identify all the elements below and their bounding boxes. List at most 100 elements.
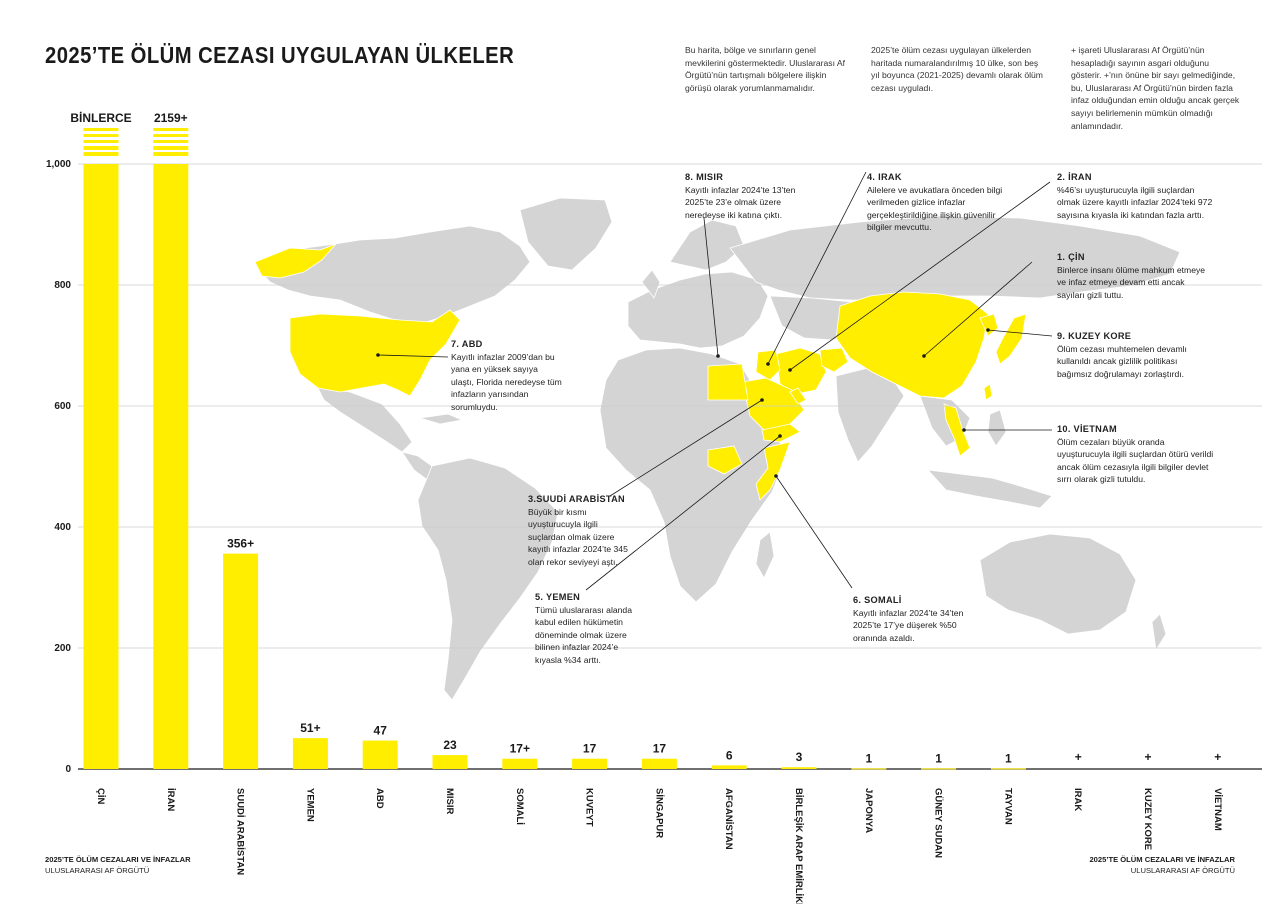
- category-label: SOMALİ: [514, 788, 525, 825]
- category-label: YEMEN: [304, 788, 315, 822]
- map-africa: [599, 347, 787, 603]
- value-label: 3: [796, 750, 803, 764]
- annotation-misir: 8. MISIR Kayıtlı infazlar 2024’te 13’ten…: [685, 171, 805, 221]
- map-disclaimer-note: Bu harita, bölge ve sınırların genel mev…: [685, 45, 845, 93]
- bar: [153, 164, 189, 769]
- y-tick-label: 200: [54, 643, 71, 654]
- map-mexico: [317, 387, 413, 453]
- leader-cin: [923, 261, 1033, 357]
- footer-left-org: ULUSLARARASI AF ÖRGÜTÜ: [45, 865, 150, 875]
- map-egypt: [707, 363, 749, 401]
- value-label: 17: [583, 742, 597, 756]
- leader-irak: [767, 171, 867, 365]
- dot-abd: [376, 353, 380, 357]
- y-tick-label: 400: [54, 522, 71, 533]
- bar-break-stripe: [83, 152, 119, 156]
- value-labels: BİNLERCE 2159+ 356+ 51+ 47 23 17+ 17 17 6 3 1 1 1 + + +: [70, 110, 1221, 765]
- dot-suudi: [760, 398, 764, 402]
- annotation-yemen: 5. YEMEN Tümü uluslararası alanda kabul …: [535, 591, 647, 667]
- category-label: SİNGAPUR: [653, 788, 664, 838]
- page-title: 2025’TE ÖLÜM CEZASI UYGULAYAN ÜLKELER: [45, 42, 515, 68]
- bar: [921, 768, 957, 770]
- leader-dots: [376, 328, 990, 478]
- footer-right: 2025’TE ÖLÜM CEZALARI VE İNFAZLAR ULUSLA…: [1089, 855, 1235, 876]
- map-vietnam: [943, 403, 971, 457]
- bar-break-stripe: [153, 146, 189, 150]
- bar: [572, 758, 608, 769]
- annotation-yemen-text: Tümü uluslararası alanda kabul edilen hü…: [535, 604, 632, 665]
- bar-break-stripe: [153, 128, 189, 131]
- bar: [990, 768, 1026, 770]
- annotation-vietnam-heading: 10. VİETNAM: [1057, 424, 1117, 434]
- annotation-iran: 2. İRAN %46’sı uyuşturucuyla ilgili suçl…: [1057, 171, 1217, 221]
- annotation-abd-text: Kayıtlı infazlar 2009’dan bu yana en yük…: [451, 351, 562, 412]
- map-philippines: [987, 409, 1007, 447]
- dot-vietnam: [962, 428, 966, 432]
- category-label: KUVEYT: [584, 788, 595, 827]
- map-new-zealand: [1151, 613, 1167, 652]
- dot-kuzeykore: [986, 328, 990, 332]
- annotation-iran-heading: 2. İRAN: [1057, 172, 1092, 182]
- value-label: +: [1144, 750, 1151, 764]
- annotation-abd: 7. ABD Kayıtlı infazlar 2009’dan bu yana…: [451, 338, 563, 414]
- value-label: 1: [1005, 751, 1012, 765]
- value-label: +: [1075, 750, 1082, 764]
- dot-somali: [774, 474, 778, 478]
- bar-break-stripe: [83, 140, 119, 143]
- annotation-abd-heading: 7. ABD: [451, 339, 483, 349]
- annotation-suudi-heading: 3.SUUDİ ARABİSTAN: [528, 494, 625, 504]
- dot-iran: [788, 368, 792, 372]
- dot-irak: [766, 362, 770, 366]
- map-usa: [289, 309, 461, 397]
- y-tick-label: 600: [54, 401, 71, 412]
- category-label: ABD: [374, 788, 385, 809]
- bar: [292, 738, 328, 769]
- annotation-somali-text: Kayıtlı infazlar 2024’te 34’ten 2025’te …: [853, 607, 964, 643]
- annotation-misir-text: Kayıtlı infazlar 2024’te 13’ten 2025’te …: [685, 184, 796, 220]
- category-label: TAYVAN: [1002, 788, 1013, 825]
- map-south-america: [417, 457, 559, 701]
- leader-yemen: [585, 435, 781, 591]
- annotation-irak-text: Ailelere ve avukatlara önceden bilgi ver…: [867, 184, 1003, 233]
- value-label: 17+: [510, 742, 530, 756]
- bar-break-stripe: [153, 134, 189, 137]
- category-label: JAPONYA: [863, 788, 874, 833]
- annotation-kuzeykore-text: Ölüm cezası muhtemelen devamlı kullanıld…: [1057, 343, 1187, 379]
- bar: [223, 553, 259, 769]
- map-south-sudan: [707, 445, 743, 475]
- map-madagascar: [755, 531, 775, 579]
- map-caribbean: [419, 413, 464, 425]
- annotation-kuzeykore: 9. KUZEY KORE Ölüm cezası muhtemelen dev…: [1057, 330, 1207, 380]
- annotation-suudi-text: Büyük bir kısmı uyuşturucuyla ilgili suç…: [528, 506, 628, 567]
- map-canada: [254, 225, 531, 325]
- annotation-kuzeykore-heading: 9. KUZEY KORE: [1057, 331, 1132, 341]
- value-label: 23: [443, 738, 457, 752]
- category-label: SUUDİ ARABİSTAN: [235, 788, 246, 875]
- annotation-irak: 4. IRAK Ailelere ve avukatlara önceden b…: [867, 171, 1017, 234]
- value-label: 47: [374, 724, 388, 738]
- value-label: 6: [726, 748, 733, 762]
- category-label: ÇİN: [95, 788, 106, 805]
- footer-left-title: 2025’TE ÖLÜM CEZALARI VE İNFAZLAR: [45, 855, 191, 864]
- annotation-yemen-heading: 5. YEMEN: [535, 592, 581, 602]
- grid-lines: [78, 163, 1262, 770]
- bar: [781, 767, 817, 769]
- bar: [851, 768, 887, 770]
- category-label: MISIR: [444, 788, 455, 815]
- annotation-cin: 1. ÇİN Binlerce insanı ölüme mahkum etme…: [1057, 251, 1207, 301]
- bar: [362, 740, 398, 769]
- leader-lines: [377, 171, 1053, 591]
- y-tick-label: 0: [65, 764, 71, 775]
- category-label: IRAK: [1072, 788, 1083, 811]
- bar-break-stripe: [83, 134, 119, 137]
- leader-suudi: [609, 399, 763, 497]
- map-yemen: [761, 423, 801, 443]
- bar: [711, 765, 747, 769]
- category-label: AFGANİSTAN: [723, 788, 734, 850]
- annotation-cin-text: Binlerce insanı ölüme mahkum etmeye ve i…: [1057, 264, 1206, 300]
- category-label: GÜNEY SUDAN: [933, 788, 944, 858]
- map-europe: [627, 271, 769, 349]
- map-alaska: [254, 243, 337, 279]
- annotation-iran-text: %46’sı uyuşturucuyla ilgili suçlardan ol…: [1057, 184, 1213, 220]
